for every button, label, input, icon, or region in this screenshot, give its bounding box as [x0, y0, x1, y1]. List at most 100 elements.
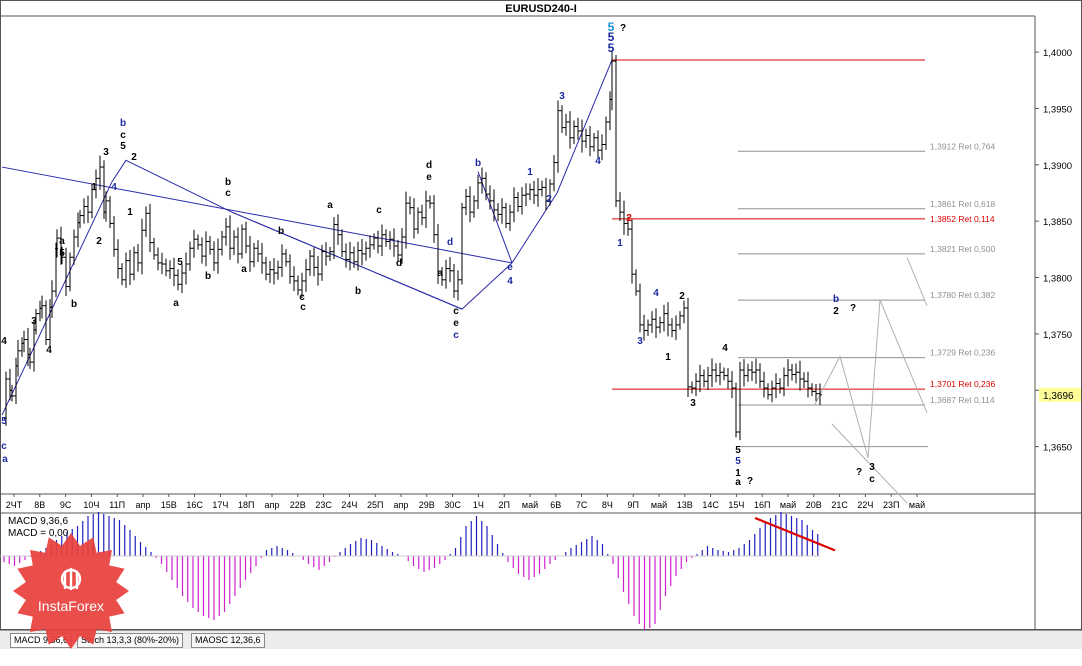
- date-tick-label: 23С: [315, 500, 332, 510]
- price-bar: [618, 192, 622, 221]
- price-bars: [4, 50, 822, 441]
- price-bar: [184, 252, 188, 285]
- wave-label: a: [59, 236, 65, 247]
- price-bar: [136, 243, 140, 272]
- wave-label: c: [299, 292, 305, 303]
- price-bar: [806, 371, 810, 398]
- date-tick-label: 15Ч: [728, 500, 744, 510]
- price-bar: [658, 316, 662, 334]
- wave-label: 4: [46, 345, 52, 356]
- price-bar: [408, 196, 412, 215]
- wave-label: b: [278, 226, 284, 237]
- price-bar: [120, 263, 124, 286]
- price-bar: [360, 238, 364, 266]
- level-label: 1,3780 Ret 0,382: [930, 290, 995, 300]
- wave-label: 3: [869, 462, 875, 473]
- wave-label: 5: [120, 141, 126, 152]
- projection-lines: [813, 257, 928, 504]
- wave-label: b: [355, 286, 361, 297]
- date-tick-label: 22Ч: [857, 500, 873, 510]
- price-bar: [196, 234, 200, 250]
- date-tick-label: 11П: [109, 500, 125, 510]
- price-bar: [164, 258, 168, 277]
- price-bar: [268, 260, 272, 283]
- price-bar: [160, 252, 164, 275]
- price-bar: [440, 266, 444, 286]
- price-bar: [216, 238, 220, 274]
- wave-label: 1: [665, 352, 671, 363]
- price-bar: [770, 380, 774, 403]
- price-bar: [124, 252, 128, 288]
- wave-label: d: [396, 258, 402, 269]
- price-bar: [356, 241, 360, 271]
- price-bar: [236, 227, 240, 264]
- price-bar: [576, 117, 580, 140]
- wave-label: 1: [735, 468, 741, 479]
- price-tick-label: 1,3850: [1043, 217, 1072, 228]
- date-tick-label: 30С: [444, 500, 461, 510]
- wave-label: 3: [690, 398, 696, 409]
- price-bar: [344, 243, 348, 268]
- price-bar: [614, 55, 618, 207]
- price-bar: [308, 250, 312, 276]
- wave-label: ?: [850, 303, 856, 314]
- price-bar: [404, 191, 408, 249]
- price-bar: [456, 270, 460, 301]
- date-tick-label: aпр: [394, 500, 409, 510]
- price-bar: [698, 364, 702, 393]
- price-bar: [200, 237, 204, 264]
- wave-label: b: [71, 299, 77, 310]
- date-tick-label: май: [522, 500, 538, 510]
- price-bar: [264, 256, 268, 281]
- price-bar: [778, 378, 782, 394]
- price-bar: [670, 318, 674, 338]
- price-bar: [706, 366, 710, 391]
- price-bar: [116, 239, 120, 279]
- date-tick-label: 17Ч: [212, 500, 228, 510]
- divergence-line: [754, 516, 836, 552]
- price-bar: [180, 264, 184, 294]
- price-bar: [520, 187, 524, 215]
- price-bar: [372, 233, 376, 250]
- tab-stoch[interactable]: Stoch 13,3,3 (80%-20%): [77, 633, 184, 648]
- price-bar: [536, 178, 540, 207]
- price-bar: [276, 260, 280, 280]
- wave-label: b: [205, 271, 211, 282]
- price-bar: [548, 179, 552, 206]
- price-bar: [260, 243, 264, 274]
- logo-badge-shape: [13, 533, 129, 649]
- wave-line: [461, 59, 613, 310]
- level-label: 1,3701 Ret 0,236: [930, 379, 995, 389]
- wave-label: 5: [608, 30, 615, 44]
- wave-label: 5: [608, 20, 615, 34]
- price-bar: [524, 183, 528, 207]
- wave-label: a: [2, 454, 8, 465]
- wave-label: 3: [637, 336, 643, 347]
- price-bar: [368, 235, 372, 258]
- wave-label: 1: [527, 167, 533, 178]
- price-bar: [818, 383, 822, 405]
- wave-label: 1: [91, 182, 97, 193]
- date-tick-label: 8Ч: [602, 500, 613, 510]
- date-tick-label: 2ЧТ: [6, 500, 23, 510]
- projection-segment: [813, 355, 869, 459]
- price-bar: [552, 155, 556, 192]
- wave-label: c: [869, 474, 875, 485]
- price-tick-label: 1,3750: [1043, 330, 1072, 341]
- price-bar: [488, 185, 492, 210]
- price-bar: [86, 195, 90, 223]
- wave-label: 4: [111, 182, 117, 193]
- date-tick-label: 14С: [702, 500, 719, 510]
- wave-label: b: [225, 177, 231, 188]
- price-bar: [786, 359, 790, 387]
- price-bar: [436, 223, 440, 284]
- level-label: 1,3687 Ret 0,114: [930, 395, 995, 405]
- date-tick-label: 2П: [498, 500, 509, 510]
- tab-maosc[interactable]: MAOSC 12,36,6: [191, 633, 265, 648]
- date-tick-label: 24Ч: [341, 500, 357, 510]
- price-bar: [496, 203, 500, 222]
- price-bar: [316, 255, 320, 286]
- price-bar: [348, 241, 352, 271]
